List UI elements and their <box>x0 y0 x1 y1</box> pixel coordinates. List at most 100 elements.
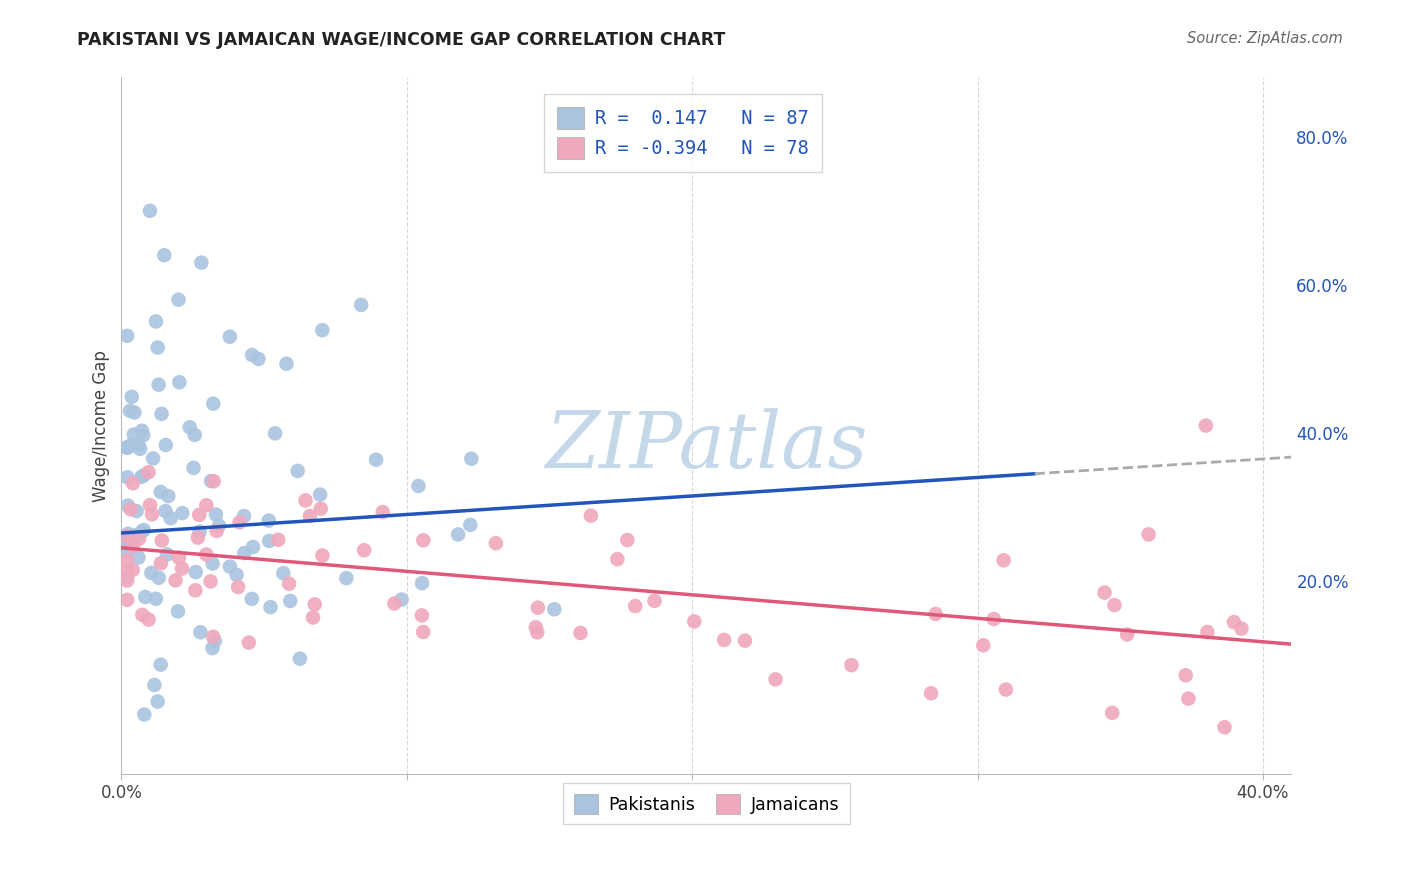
Point <box>124 405 146 419</box>
Point <box>240 348 263 362</box>
Point <box>201 557 224 571</box>
Point <box>141 566 163 580</box>
Point <box>287 464 309 478</box>
Point <box>122 539 145 553</box>
Point <box>118 404 141 418</box>
Point <box>202 630 225 644</box>
Point <box>118 534 141 549</box>
Point <box>190 625 212 640</box>
Point <box>983 612 1005 626</box>
Point <box>579 508 602 523</box>
Text: Source: ZipAtlas.com: Source: ZipAtlas.com <box>1187 31 1343 46</box>
Point <box>233 546 256 560</box>
Point <box>1177 691 1199 706</box>
Point <box>278 576 301 591</box>
Point <box>259 600 281 615</box>
Point <box>149 556 172 570</box>
Point <box>121 563 143 577</box>
Point <box>335 571 357 585</box>
Point <box>226 580 249 594</box>
Point <box>219 329 242 343</box>
Point <box>121 390 143 404</box>
Point <box>1230 622 1253 636</box>
Point <box>169 376 191 390</box>
Point <box>115 563 138 577</box>
Point <box>139 498 162 512</box>
Point <box>644 594 666 608</box>
Point <box>524 620 547 634</box>
Point <box>458 517 481 532</box>
Point <box>606 552 628 566</box>
Point <box>148 571 170 585</box>
Point <box>190 255 212 269</box>
Point <box>734 633 756 648</box>
Point <box>569 626 592 640</box>
Point <box>765 673 787 687</box>
Point <box>149 485 172 500</box>
Point <box>240 591 263 606</box>
Point <box>134 707 156 722</box>
Point <box>195 498 218 512</box>
Point <box>412 625 434 640</box>
Point <box>167 550 190 565</box>
Legend: Pakistanis, Jamaicans: Pakistanis, Jamaicans <box>564 783 849 824</box>
Point <box>208 518 231 533</box>
Point <box>238 635 260 649</box>
Point <box>994 682 1017 697</box>
Point <box>139 203 162 218</box>
Point <box>1195 418 1218 433</box>
Point <box>184 428 207 442</box>
Point <box>267 533 290 547</box>
Point <box>204 634 226 648</box>
Point <box>157 489 180 503</box>
Point <box>1213 720 1236 734</box>
Point <box>146 341 169 355</box>
Point <box>309 487 332 501</box>
Point <box>167 604 190 618</box>
Point <box>155 438 177 452</box>
Point <box>460 451 482 466</box>
Point <box>200 474 222 488</box>
Point <box>120 439 142 453</box>
Point <box>264 426 287 441</box>
Point <box>972 638 994 652</box>
Point <box>146 694 169 708</box>
Point <box>187 531 209 545</box>
Point <box>408 479 430 493</box>
Point <box>1197 624 1219 639</box>
Point <box>115 592 138 607</box>
Point <box>188 524 211 539</box>
Point <box>150 407 173 421</box>
Point <box>1223 615 1246 630</box>
Point <box>364 452 387 467</box>
Point <box>138 465 160 479</box>
Point <box>205 524 228 538</box>
Point <box>242 540 264 554</box>
Point <box>134 590 156 604</box>
Point <box>184 583 207 598</box>
Point <box>145 591 167 606</box>
Point <box>165 574 187 588</box>
Point <box>624 599 647 613</box>
Point <box>117 470 139 484</box>
Point <box>302 610 325 624</box>
Point <box>115 570 138 584</box>
Point <box>127 550 149 565</box>
Point <box>179 420 201 434</box>
Point <box>526 625 548 640</box>
Point <box>298 509 321 524</box>
Text: PAKISTANI VS JAMAICAN WAGE/INCOME GAP CORRELATION CHART: PAKISTANI VS JAMAICAN WAGE/INCOME GAP CO… <box>77 31 725 49</box>
Point <box>713 632 735 647</box>
Point <box>920 686 942 700</box>
Point <box>128 532 150 546</box>
Point <box>228 516 250 530</box>
Point <box>122 427 145 442</box>
Point <box>125 504 148 518</box>
Y-axis label: Wage/Income Gap: Wage/Income Gap <box>93 350 110 501</box>
Point <box>257 533 280 548</box>
Point <box>115 553 138 567</box>
Point <box>115 328 138 343</box>
Point <box>993 553 1015 567</box>
Point <box>120 502 142 516</box>
Point <box>271 566 294 581</box>
